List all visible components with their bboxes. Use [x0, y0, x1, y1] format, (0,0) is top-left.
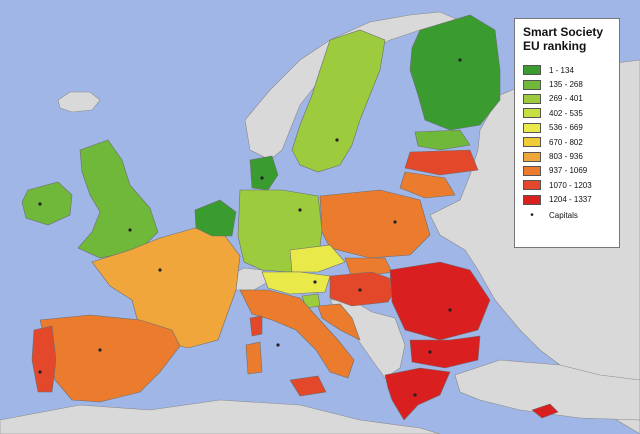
legend-item: 1204 - 1337: [523, 193, 613, 207]
capital-dot: [158, 268, 162, 272]
bulgaria-region: [409, 335, 481, 369]
capital-dot: [128, 228, 132, 232]
capital-dot: [413, 393, 417, 397]
cyprus-region: [531, 403, 559, 419]
legend-label: 803 - 936: [549, 152, 583, 162]
hungary-region: [329, 271, 401, 307]
capitals: [38, 58, 462, 397]
eu-countries: [21, 14, 559, 421]
legend-items: 1 - 134 135 - 268 269 - 401 402 - 535 53…: [523, 63, 613, 207]
corsica-region: [249, 315, 263, 337]
legend-label: 937 - 1069: [549, 166, 588, 176]
sicily-region: [289, 375, 327, 397]
legend-item: 536 - 669: [523, 121, 613, 135]
legend-item: 402 - 535: [523, 106, 613, 120]
map-legend: Smart Society EU ranking 1 - 134 135 - 2…: [514, 18, 620, 248]
legend-swatch: [523, 122, 541, 133]
legend-swatch: [523, 65, 541, 76]
italy-region: [239, 289, 355, 379]
legend-swatch: [523, 165, 541, 176]
denmark-region: [249, 155, 279, 191]
legend-item: 1070 - 1203: [523, 178, 613, 192]
austria-region: [261, 271, 331, 295]
poland-region: [319, 189, 431, 259]
capital-dot: [260, 176, 264, 180]
legend-item: 937 - 1069: [523, 164, 613, 178]
legend-capitals: • Capitals: [523, 209, 613, 223]
legend-label: 670 - 802: [549, 137, 583, 147]
capital-dot: [276, 343, 280, 347]
legend-title-line1: Smart Society: [523, 25, 604, 39]
legend-label: 402 - 535: [549, 108, 583, 118]
legend-title-line2: EU ranking: [523, 39, 587, 53]
legend-swatch: [523, 151, 541, 162]
ireland-region: [21, 181, 73, 226]
lithuania-region: [399, 171, 456, 199]
legend-item: 135 - 268: [523, 77, 613, 91]
sweden-region: [291, 29, 386, 173]
capital-dot: [38, 202, 42, 206]
legend-label: 536 - 669: [549, 123, 583, 133]
legend-label: 269 - 401: [549, 94, 583, 104]
legend-label: 135 - 268: [549, 80, 583, 90]
iceland-region: [57, 91, 101, 113]
legend-swatch: [523, 194, 541, 205]
capital-dot: [335, 138, 339, 142]
legend-swatch: [523, 180, 541, 191]
sardinia-region: [245, 341, 263, 375]
capitals-label: Capitals: [549, 211, 578, 221]
legend-swatch: [523, 93, 541, 104]
croatia-region: [317, 303, 361, 341]
legend-label: 1 - 134: [549, 65, 574, 75]
legend-swatch: [523, 79, 541, 90]
romania-region: [389, 261, 491, 341]
portugal-region: [31, 325, 57, 393]
capital-dot: [298, 208, 302, 212]
benelux-region: [194, 199, 237, 237]
legend-label: 1204 - 1337: [549, 195, 592, 205]
capital-dot: [393, 220, 397, 224]
capital-dot: [98, 348, 102, 352]
czechia-region: [289, 244, 346, 273]
legend-label: 1070 - 1203: [549, 180, 592, 190]
legend-item: 1 - 134: [523, 63, 613, 77]
capital-dot: [313, 280, 317, 284]
finland-region: [409, 14, 501, 131]
capital-dot: [458, 58, 462, 62]
legend-swatch: [523, 108, 541, 119]
turkey-region: [454, 359, 640, 421]
capital-dot: [38, 370, 42, 374]
capital-dot: [428, 350, 432, 354]
latvia-region: [404, 149, 479, 176]
legend-item: 803 - 936: [523, 149, 613, 163]
france-region: [91, 227, 241, 349]
legend-item: 269 - 401: [523, 92, 613, 106]
legend-swatch: [523, 137, 541, 148]
greece-region: [384, 367, 451, 421]
north-africa-region: [0, 399, 441, 434]
legend-item: 670 - 802: [523, 135, 613, 149]
capital-dot: [448, 308, 452, 312]
capital-dot: [358, 288, 362, 292]
estonia-region: [414, 129, 471, 151]
capital-dot-icon: •: [530, 209, 534, 221]
